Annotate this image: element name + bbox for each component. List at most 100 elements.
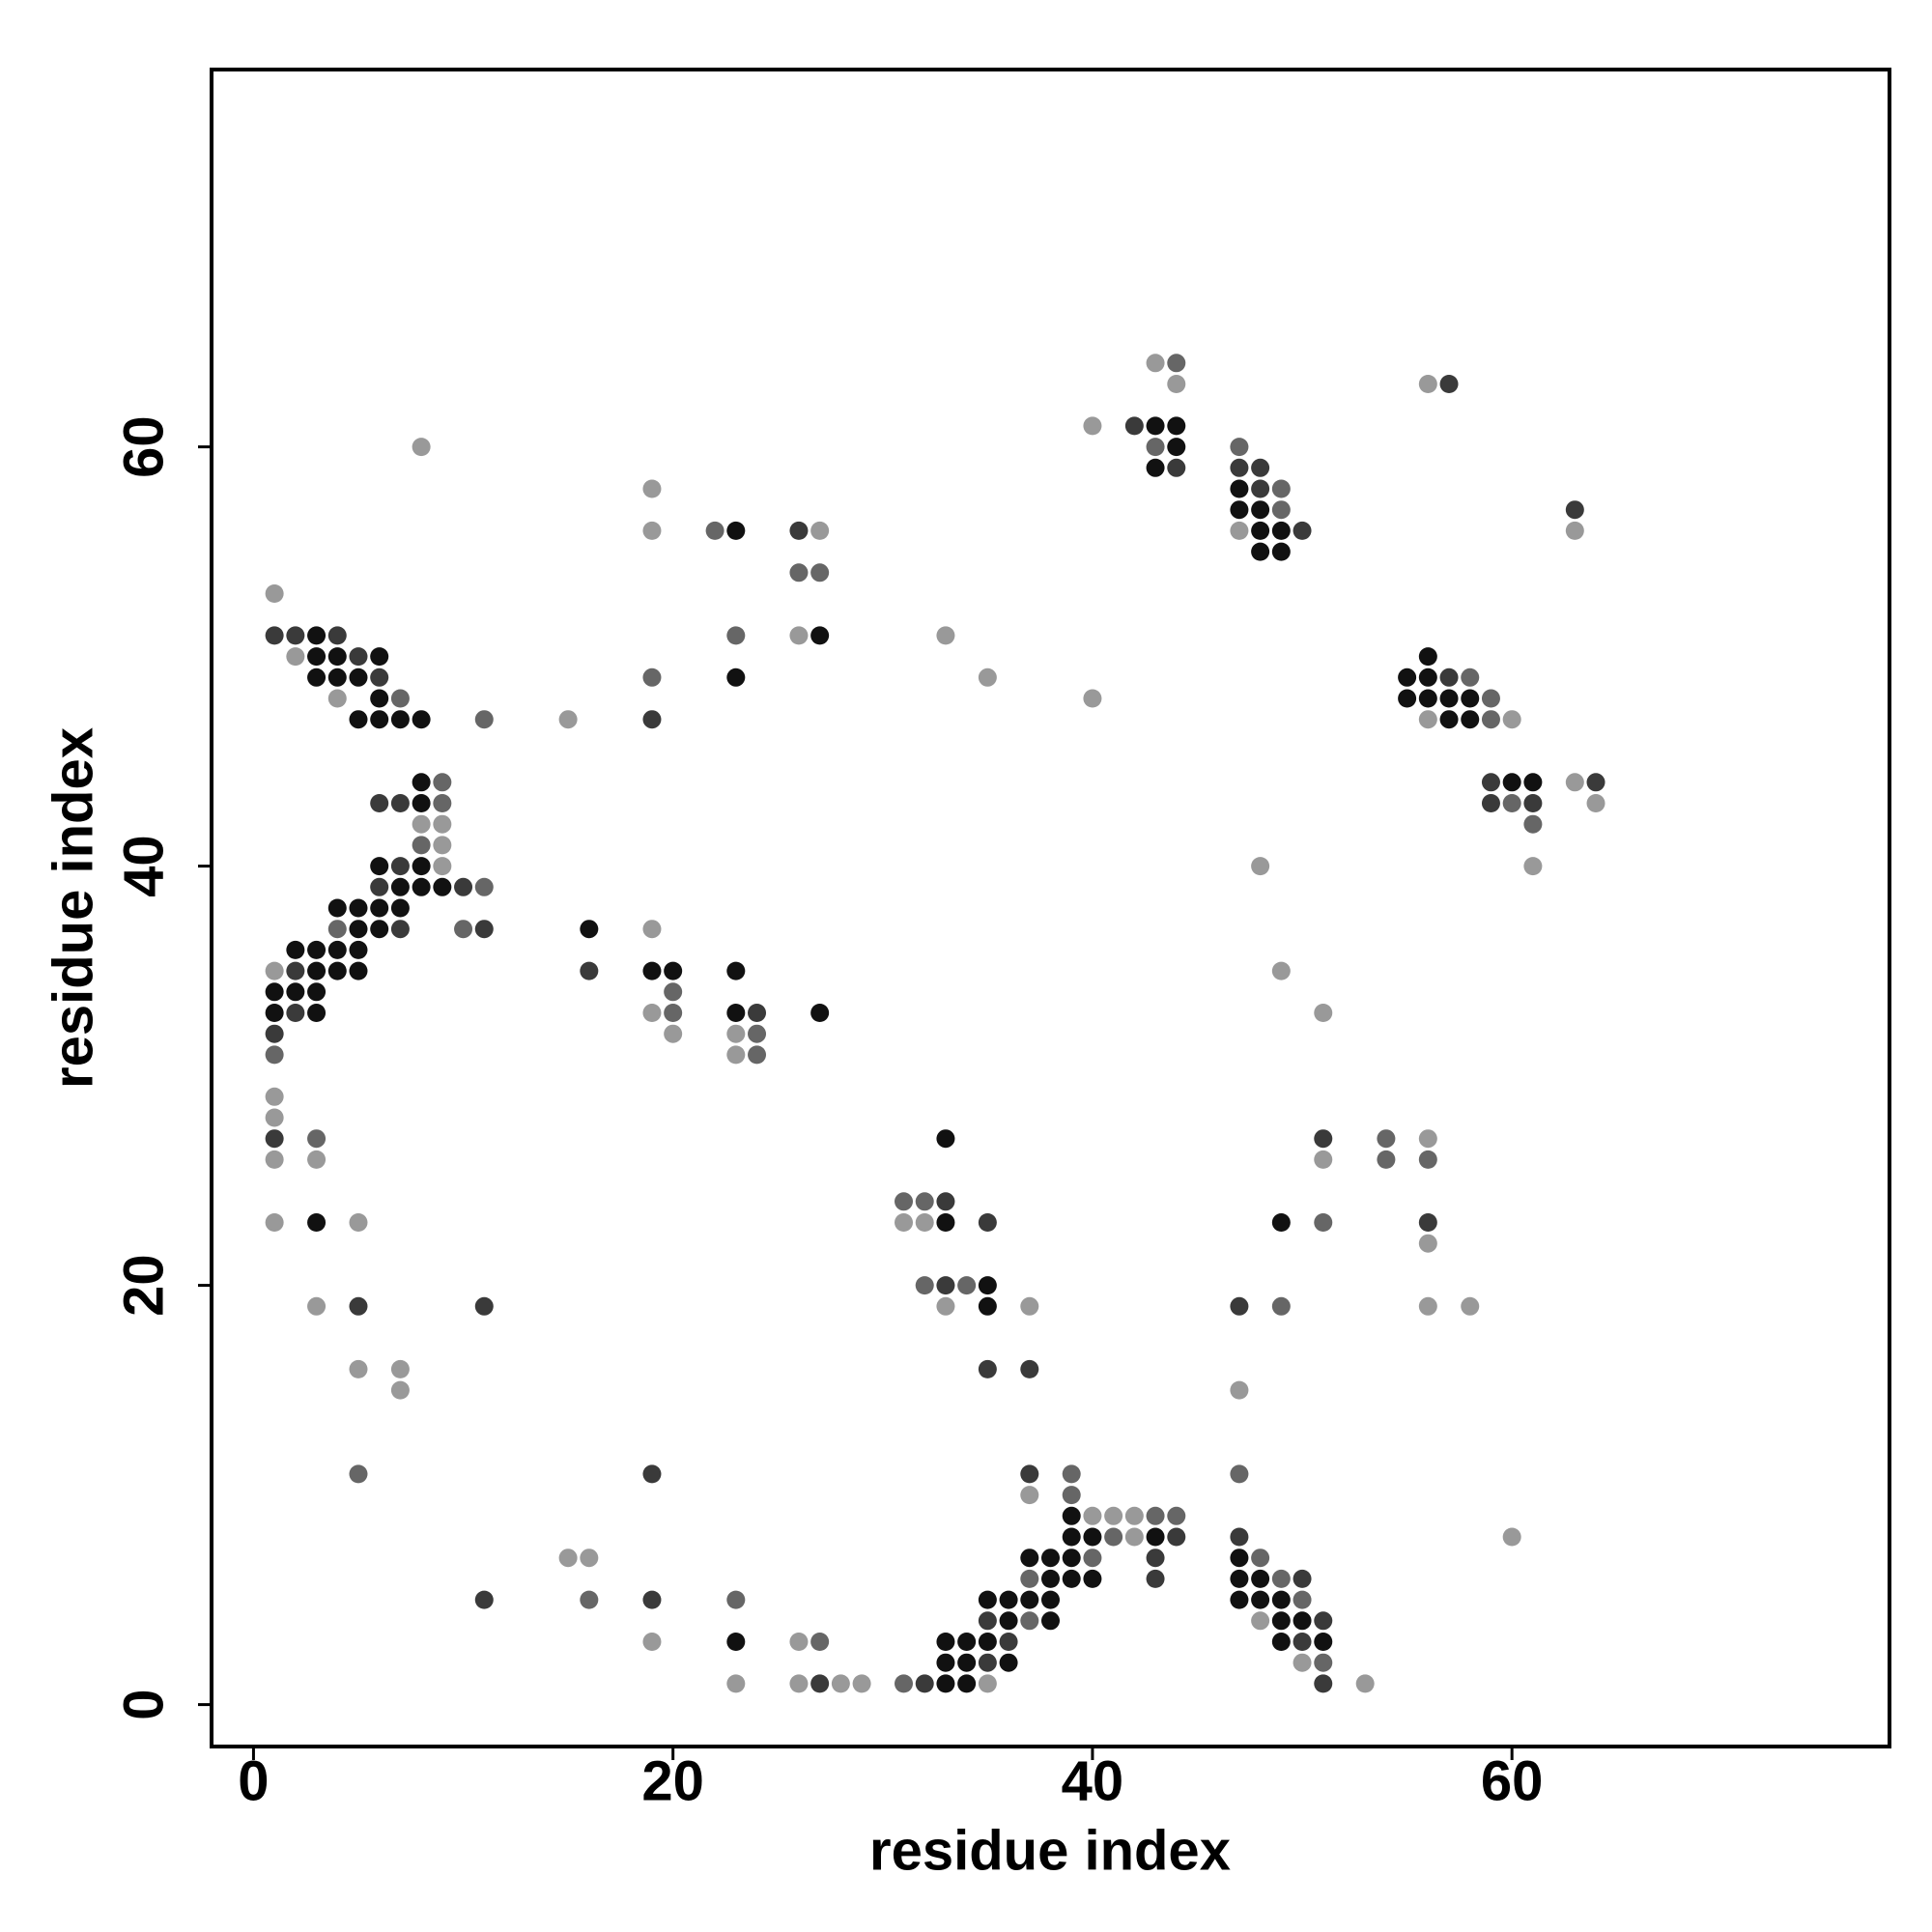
point <box>1439 689 1459 708</box>
point <box>748 1024 767 1043</box>
point <box>957 1674 977 1693</box>
point <box>370 794 389 812</box>
point <box>1418 689 1437 708</box>
point <box>327 689 347 708</box>
point <box>726 961 746 980</box>
point <box>1398 689 1417 708</box>
point <box>999 1590 1018 1609</box>
point <box>327 647 347 667</box>
point <box>580 1548 599 1568</box>
point <box>1167 438 1186 457</box>
point <box>1230 1296 1249 1316</box>
point <box>1271 1590 1291 1609</box>
point <box>664 961 683 980</box>
point <box>642 1590 662 1609</box>
point <box>1083 1569 1102 1588</box>
plot-frame <box>210 68 1891 1748</box>
point <box>1418 1234 1437 1253</box>
point <box>1314 1633 1333 1651</box>
point <box>1251 1548 1270 1568</box>
point <box>265 584 284 603</box>
point <box>412 773 431 792</box>
point <box>1124 416 1144 436</box>
point <box>1230 1548 1249 1568</box>
point <box>642 1004 662 1022</box>
point <box>307 1129 327 1149</box>
point <box>1167 416 1186 436</box>
point <box>1461 668 1480 687</box>
point <box>1418 1129 1437 1149</box>
point <box>915 1213 934 1232</box>
point <box>810 626 830 645</box>
point <box>286 982 305 1002</box>
point <box>1481 710 1500 729</box>
point <box>1314 1129 1333 1149</box>
point <box>1586 773 1605 792</box>
point <box>433 794 452 812</box>
point <box>1502 710 1521 729</box>
point <box>370 877 389 896</box>
point <box>390 689 410 708</box>
point <box>474 1296 494 1316</box>
point <box>810 563 830 582</box>
point <box>726 1633 746 1651</box>
point <box>642 961 662 980</box>
point <box>1124 1527 1144 1547</box>
point <box>1167 375 1186 393</box>
point <box>978 1653 997 1672</box>
x-tick-label: 0 <box>238 1749 269 1812</box>
point <box>1439 375 1459 393</box>
point <box>726 1004 746 1022</box>
point <box>1251 542 1270 561</box>
point <box>1230 1464 1249 1484</box>
point <box>307 647 327 667</box>
point <box>433 857 452 876</box>
point <box>936 1633 955 1651</box>
x-tick-label: 20 <box>641 1749 704 1812</box>
point <box>307 1213 327 1232</box>
point <box>1293 1611 1312 1631</box>
point <box>370 857 389 876</box>
point <box>1523 773 1543 792</box>
point <box>349 898 368 918</box>
point <box>370 898 389 918</box>
point <box>1314 1611 1333 1631</box>
point <box>327 898 347 918</box>
point <box>726 1674 746 1693</box>
point <box>810 1674 830 1693</box>
point <box>349 710 368 729</box>
point <box>265 1108 284 1127</box>
point <box>327 668 347 687</box>
point <box>978 1611 997 1631</box>
point <box>1251 857 1270 876</box>
point <box>412 438 431 457</box>
point <box>895 1213 914 1232</box>
point <box>1146 1506 1165 1525</box>
point <box>1020 1486 1039 1505</box>
point <box>1041 1548 1060 1568</box>
point <box>370 920 389 939</box>
point <box>1439 710 1459 729</box>
y-tick-label: 20 <box>112 1254 175 1317</box>
point <box>999 1633 1018 1651</box>
point <box>1293 1653 1312 1672</box>
point <box>412 794 431 812</box>
point <box>642 479 662 498</box>
point <box>265 1024 284 1043</box>
point <box>1083 689 1102 708</box>
point <box>558 1548 578 1568</box>
point <box>1062 1486 1081 1505</box>
point <box>789 563 809 582</box>
x-tick-label: 60 <box>1481 1749 1544 1812</box>
point <box>1167 458 1186 477</box>
point <box>1314 1004 1333 1022</box>
point <box>978 1359 997 1378</box>
point <box>1167 1527 1186 1547</box>
point <box>1293 1569 1312 1588</box>
point <box>1293 1633 1312 1651</box>
point <box>1251 458 1270 477</box>
point <box>915 1192 934 1211</box>
point <box>915 1674 934 1693</box>
point <box>978 1276 997 1295</box>
point <box>978 1674 997 1693</box>
